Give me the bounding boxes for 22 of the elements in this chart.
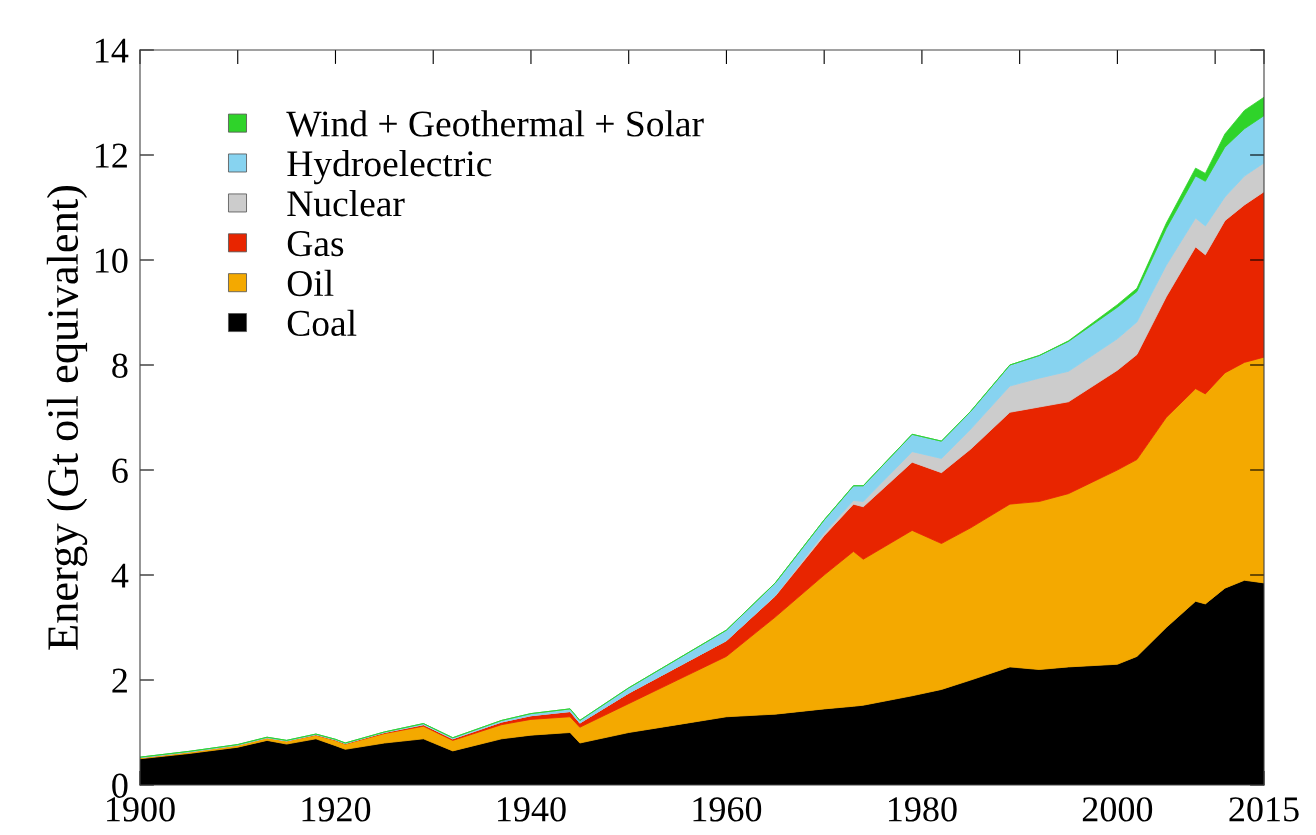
legend-label: Gas [287, 231, 344, 257]
x-tick-label: 1900 [107, 797, 175, 822]
y-tick-label: 2 [112, 668, 127, 693]
y-tick-label: 6 [112, 458, 128, 483]
x-tick-label: 1960 [693, 797, 762, 822]
y-tick-label: 0 [112, 773, 128, 798]
legend-label: Hydroelectric [287, 150, 492, 185]
legend-label: Coal [287, 309, 357, 337]
y-tick-label: 4 [111, 563, 129, 588]
x-tick-label: 1940 [498, 797, 566, 822]
x-tick-label: 1980 [888, 797, 957, 822]
y-tick-label: 10 [95, 248, 128, 273]
legend-label: Nuclear [287, 190, 405, 217]
y-tick-label: 14 [95, 38, 129, 63]
legend-label: Wind + Geothermal + Solar [286, 110, 704, 137]
legend-label: Oil [287, 269, 334, 297]
x-tick-label: 1920 [302, 797, 371, 822]
x-tick-label: 2015 [1229, 797, 1299, 822]
y-tick-label: 8 [112, 353, 128, 378]
y-axis-title: Energy (Gt oil equivalent) [46, 185, 88, 650]
y-tick-label: 12 [95, 143, 127, 168]
x-tick-label: 2000 [1082, 797, 1153, 822]
